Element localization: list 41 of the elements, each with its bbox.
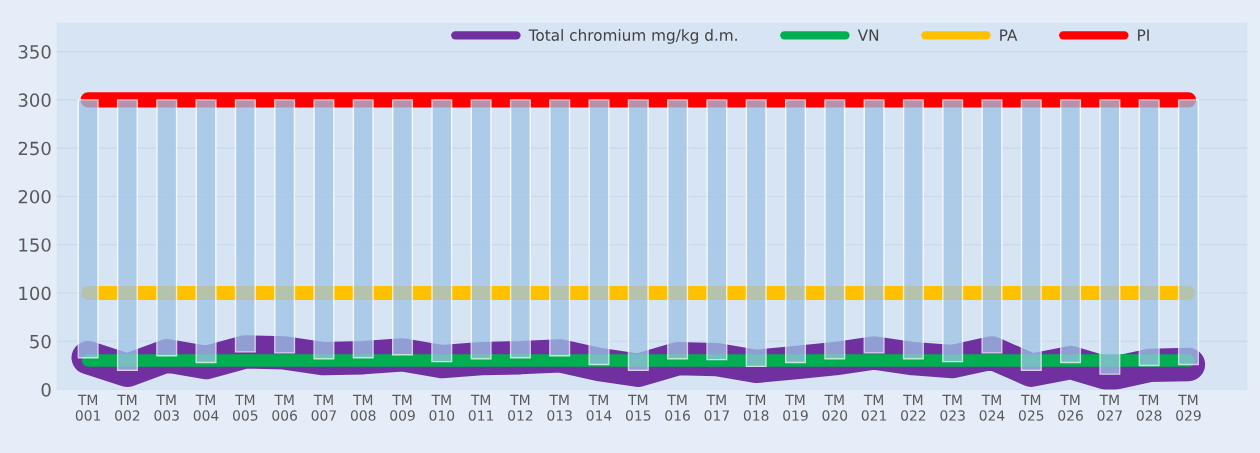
x-tick-label: TM 012 (508, 394, 533, 421)
y-tick-label: 300 (18, 93, 51, 108)
x-tick-label: TM 023 (940, 394, 965, 421)
legend-label: VN (857, 29, 879, 41)
x-tick-label: TM 026 (1058, 394, 1083, 421)
x-tick-label: TM 028 (1136, 394, 1162, 421)
x-tick-label: TM 013 (547, 394, 572, 421)
y-tick-label: 100 (19, 286, 51, 301)
x-tick-label: TM 027 (1097, 394, 1122, 421)
x-tick-label: TM 017 (704, 394, 729, 421)
y-tick-label: 50 (30, 334, 51, 349)
x-tick-label: TM 015 (625, 394, 651, 421)
x-tick-label: TM 019 (783, 394, 808, 421)
legend-label: PA (1000, 29, 1018, 41)
y-tick-label: 200 (18, 189, 51, 204)
x-tick-label: TM 022 (901, 394, 926, 421)
x-tick-label: TM 007 (311, 394, 336, 421)
x-tick-label: TM 005 (232, 394, 258, 421)
x-tick-label: TM 004 (193, 394, 219, 421)
x-tick-label: TM 009 (390, 394, 415, 421)
x-tick-label: TM 021 (861, 394, 887, 421)
x-tick-label: TM 002 (115, 394, 140, 421)
x-tick-label: TM 020 (822, 394, 848, 421)
legend-label: Total chromium mg/kg d.m. (528, 29, 737, 44)
y-tick-label: 150 (19, 238, 51, 252)
x-tick-label: TM 003 (154, 394, 179, 421)
legend-label: PI (1138, 29, 1149, 41)
x-tick-label: TM 014 (586, 394, 612, 421)
x-tick-label: TM 016 (665, 394, 690, 421)
y-tick-label: 350 (18, 45, 51, 59)
y-tick-label: 0 (41, 383, 51, 397)
x-tick-label: TM 001 (75, 394, 101, 421)
x-tick-label: TM 008 (350, 394, 376, 421)
x-tick-label: TM 024 (979, 394, 1005, 421)
x-tick-label: TM 011 (468, 394, 494, 421)
x-tick-label: TM 006 (272, 394, 297, 421)
x-tick-label: TM 018 (743, 394, 769, 421)
y-tick-label: 250 (18, 141, 51, 156)
x-tick-label: TM 029 (1176, 394, 1201, 421)
x-tick-label: TM 010 (429, 394, 455, 421)
x-tick-label: TM 025 (1018, 394, 1044, 421)
